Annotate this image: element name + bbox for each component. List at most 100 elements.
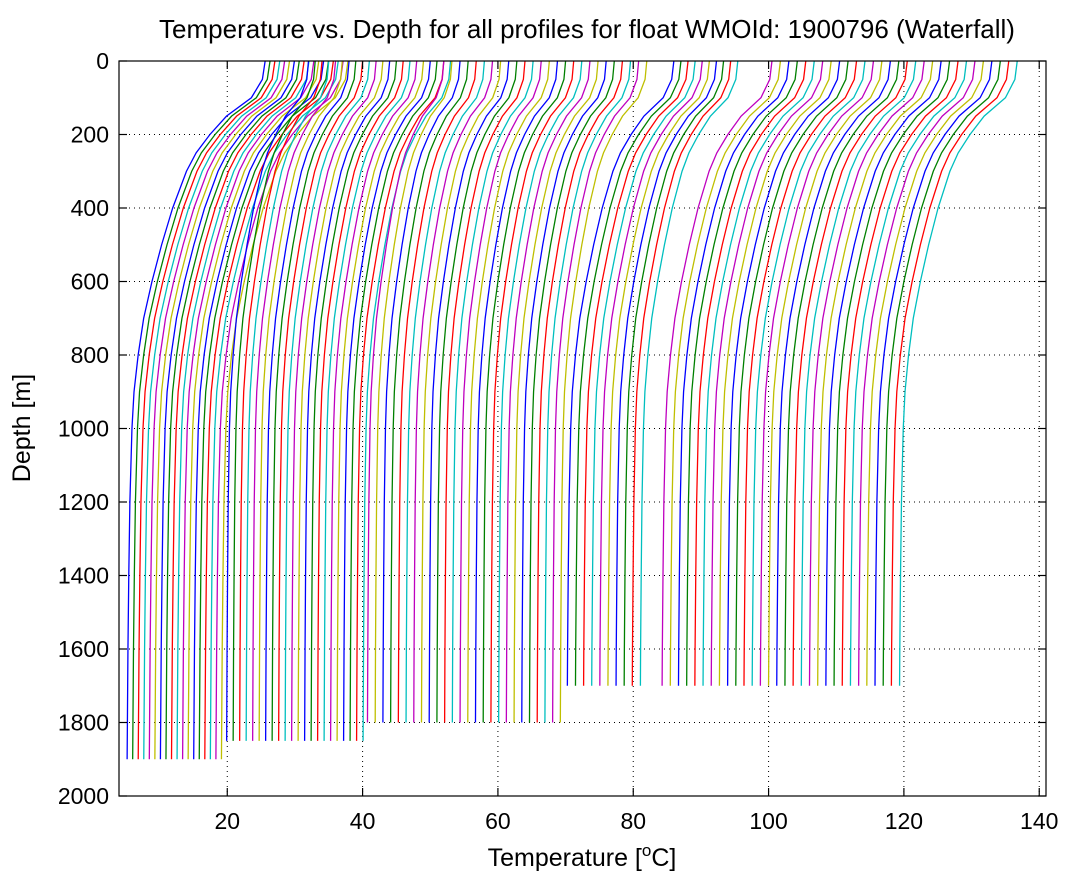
profile-line — [759, 60, 875, 686]
profile-line — [252, 60, 337, 741]
x-axis-label-superscript: o — [642, 841, 651, 860]
axis-ticks: 20 40 60 80 100 120 14002004006008001000120014… — [58, 48, 1059, 834]
profile-line — [559, 60, 648, 723]
profile-line — [209, 60, 339, 760]
x-axis-label: Temperature [oC] — [488, 841, 677, 872]
profile-line — [784, 60, 900, 686]
x-axis-label-main: Temperature [ — [488, 844, 642, 872]
profile-line — [137, 60, 276, 760]
y-tick-label: 1200 — [58, 489, 109, 515]
profile-line — [669, 60, 782, 686]
profile-line — [615, 60, 718, 686]
profile-line — [362, 60, 452, 741]
profile-line — [574, 60, 682, 686]
profile-line — [482, 60, 567, 723]
profile-line — [204, 60, 335, 760]
profile-line — [513, 60, 599, 723]
y-tick-label: 2000 — [58, 783, 109, 809]
profile-line — [890, 60, 1010, 686]
profile-line — [154, 60, 291, 760]
profile-line — [591, 60, 696, 686]
profile-line — [349, 60, 438, 741]
profile-line — [551, 60, 640, 723]
profile-line — [405, 60, 486, 723]
x-tick-label: 40 — [350, 808, 376, 834]
profile-line — [800, 60, 917, 686]
profile-line — [582, 60, 689, 686]
profile-line — [743, 60, 858, 686]
profile-line — [436, 60, 518, 723]
profile-line — [490, 60, 575, 723]
x-tick-label: 100 — [749, 808, 787, 834]
profile-line — [677, 60, 790, 686]
profile-line — [882, 60, 1001, 686]
profile-line — [420, 60, 502, 723]
profile-line — [428, 60, 510, 723]
x-tick-label: 120 — [885, 808, 923, 834]
profile-line — [702, 60, 815, 686]
y-tick-label: 1600 — [58, 636, 109, 662]
profile-line — [849, 60, 968, 686]
y-tick-label: 600 — [71, 269, 109, 295]
profile-line — [143, 60, 281, 760]
profile-line — [841, 60, 959, 686]
profile-line — [382, 60, 461, 723]
y-tick-label: 0 — [96, 48, 109, 74]
profile-line — [735, 60, 849, 686]
y-tick-label: 1800 — [58, 710, 109, 736]
grid — [119, 61, 1046, 796]
profile-line — [528, 60, 615, 723]
profile-line — [686, 60, 798, 686]
profile-line — [767, 60, 883, 686]
profile-line — [607, 60, 711, 686]
profile-line — [303, 60, 391, 741]
x-tick-label: 80 — [620, 808, 646, 834]
profile-line — [165, 60, 300, 760]
profile-line — [467, 60, 550, 723]
profile-line — [170, 60, 305, 760]
profile-line — [817, 60, 934, 686]
profile-line — [181, 60, 315, 760]
profile-line — [198, 60, 330, 760]
profile-line — [336, 60, 425, 741]
profile-line — [718, 60, 832, 686]
profile-line — [159, 60, 296, 760]
profile-line — [264, 60, 350, 741]
profile-line — [232, 60, 316, 741]
profile-line — [366, 60, 445, 723]
profile-line — [193, 60, 325, 760]
profile-line — [521, 60, 607, 723]
profile-line — [497, 60, 583, 723]
profile-line — [874, 60, 993, 686]
profile-line — [176, 60, 310, 760]
profile-line — [413, 60, 494, 723]
profile-line — [459, 60, 542, 723]
profile-line — [148, 60, 286, 760]
profile-line — [342, 60, 431, 741]
profile-line — [898, 60, 1018, 686]
y-tick-label: 1000 — [58, 416, 109, 442]
profile-line — [833, 60, 951, 686]
profile-line — [623, 60, 725, 686]
profile-line — [808, 60, 925, 686]
profile-line — [316, 60, 404, 741]
y-tick-label: 200 — [71, 122, 109, 148]
profile-line — [239, 60, 323, 741]
profile-line — [536, 60, 624, 723]
profile-line — [226, 60, 310, 741]
profile-line — [751, 60, 866, 686]
profile-line — [599, 60, 703, 686]
profile-line — [474, 60, 559, 723]
profile-line — [776, 60, 892, 686]
profile-line — [694, 60, 807, 686]
profile-line — [631, 60, 732, 686]
profile-line — [329, 60, 418, 741]
profile-line — [857, 60, 976, 686]
x-axis-label-unit: C] — [651, 844, 676, 872]
profile-line — [544, 60, 632, 723]
profile-line — [374, 60, 453, 723]
profile-line — [297, 60, 384, 741]
profile-line — [187, 60, 320, 760]
profile-line — [389, 60, 469, 723]
